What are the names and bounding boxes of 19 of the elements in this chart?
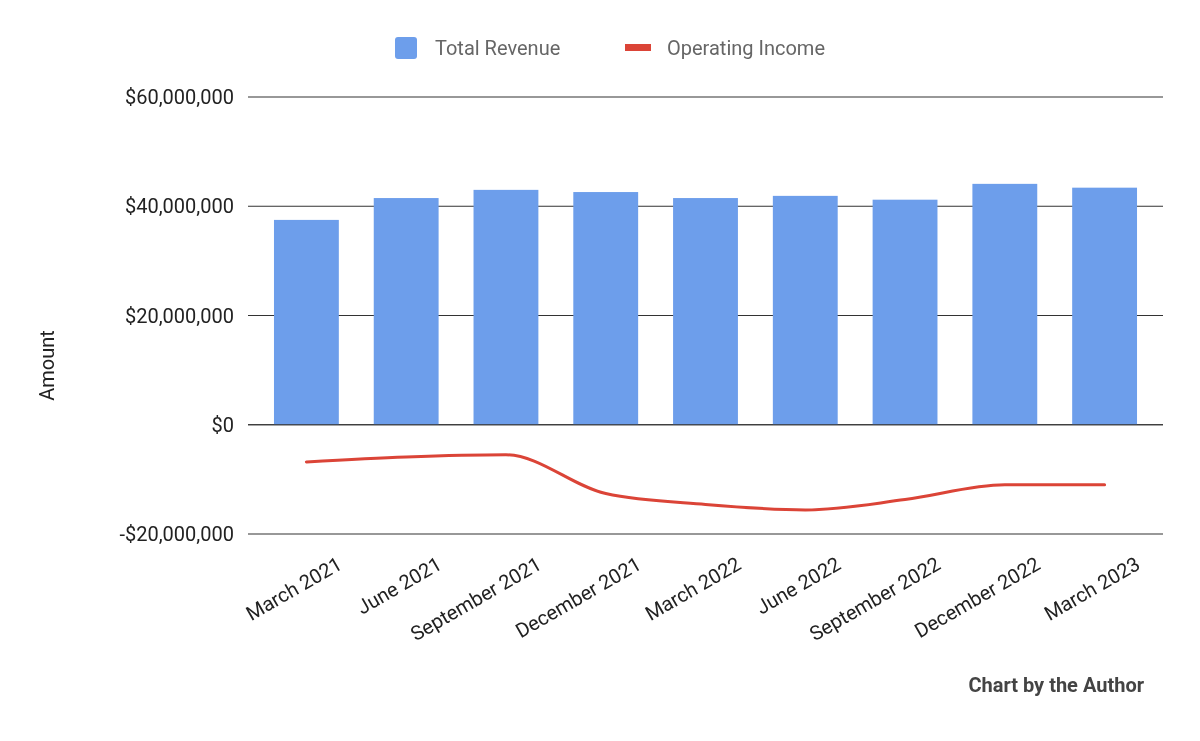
bar — [473, 189, 539, 425]
line-series — [304, 453, 1107, 512]
y-tick-label: $0 — [211, 412, 234, 437]
bar — [673, 198, 738, 425]
y-tick-label: -$20,000,000 — [119, 522, 234, 546]
y-tick-label: $60,000,000 — [124, 85, 234, 109]
y-axis-title: Amount — [35, 330, 59, 401]
bar — [972, 183, 1038, 425]
legend-label: Operating Income — [667, 36, 826, 60]
bar — [872, 199, 938, 425]
bar — [772, 195, 838, 425]
bar — [1072, 187, 1138, 425]
bar — [273, 219, 339, 425]
text: Chart by the Author — [968, 673, 1145, 697]
bar — [373, 198, 439, 425]
y-tick-label: $40,000,000 — [124, 194, 234, 219]
y-tick-label: $20,000,000 — [124, 303, 234, 328]
legend-label: Total Revenue — [435, 36, 561, 60]
bar — [573, 192, 639, 425]
